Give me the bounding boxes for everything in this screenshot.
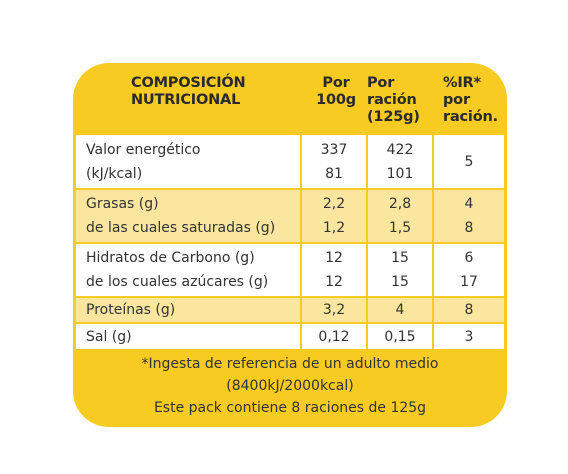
- value-line: 6: [464, 250, 474, 266]
- row-label: Sal (g): [76, 324, 300, 349]
- value-line: 1,5: [388, 220, 412, 236]
- header-ir-line: ración.: [443, 109, 498, 125]
- label-line: Sal (g): [86, 328, 132, 345]
- row-label: Valor energético (kJ/kcal): [76, 135, 300, 188]
- value-line: 2,2: [322, 196, 346, 212]
- value-per-100g: 0,12: [302, 324, 366, 349]
- value-per-serving: 2,8 1,5: [368, 190, 432, 242]
- value-per-100g: 3,2: [302, 298, 366, 322]
- value-ir: 4 8: [434, 190, 504, 242]
- value-line: 17: [460, 274, 478, 290]
- label-line: de las cuales saturadas (g): [86, 220, 276, 236]
- value-line: 4: [464, 196, 474, 212]
- value-line: 422: [386, 141, 414, 158]
- value-line: 0,12: [318, 328, 350, 345]
- table-row-carbs: Hidratos de Carbono (g) de los cuales az…: [76, 244, 504, 296]
- value-line: 8: [464, 220, 474, 236]
- value-ir: 5: [434, 135, 504, 188]
- header-composition: COMPOSICIÓN NUTRICIONAL: [131, 75, 246, 109]
- label-line: Valor energético: [86, 141, 201, 158]
- value-per-100g: 337 81: [302, 135, 366, 188]
- footnote-pack-servings: Este pack contiene 8 raciones de 125g: [153, 400, 427, 416]
- value-line: 15: [391, 274, 409, 290]
- value-per-100g: 12 12: [302, 244, 366, 296]
- header-composition-line: NUTRICIONAL: [131, 92, 241, 108]
- value-line: 5: [464, 153, 474, 170]
- row-label: Grasas (g) de las cuales saturadas (g): [76, 190, 300, 242]
- value-per-serving: 4: [368, 298, 432, 322]
- value-line: 8: [464, 302, 474, 318]
- label-line: de los cuales azúcares (g): [86, 274, 269, 290]
- header-per-100g-line: 100g: [316, 92, 356, 108]
- label-line: Grasas (g): [86, 196, 159, 212]
- header-per-serving-line: Por: [367, 75, 395, 91]
- header-per-serving: Por ración (125g): [367, 75, 423, 126]
- value-line: 12: [325, 250, 343, 266]
- table-row-energy: Valor energético (kJ/kcal) 337 81 422 10…: [76, 135, 504, 188]
- value-line: 15: [391, 250, 409, 266]
- table-row-fats: Grasas (g) de las cuales saturadas (g) 2…: [76, 190, 504, 242]
- value-line: 4: [395, 302, 405, 318]
- row-label: Proteínas (g): [76, 298, 300, 322]
- value-line: 337: [320, 141, 348, 158]
- label-line: (kJ/kcal): [86, 165, 143, 182]
- label-line: Hidratos de Carbono (g): [86, 250, 255, 266]
- value-per-serving: 422 101: [368, 135, 432, 188]
- value-line: 2,8: [388, 196, 412, 212]
- label-line: Proteínas (g): [86, 302, 176, 318]
- header-ir-line: %IR*: [443, 75, 481, 91]
- value-per-serving: 0,15: [368, 324, 432, 349]
- value-ir: 3: [434, 324, 504, 349]
- header-per-serving-line: ración: [367, 92, 417, 108]
- value-per-100g: 2,2 1,2: [302, 190, 366, 242]
- header-ir: %IR* por ración.: [443, 75, 498, 126]
- footnote-reference-intake: *Ingesta de referencia de un adulto medi…: [141, 356, 439, 372]
- footnote-energy-basis: (8400kJ/2000kcal): [226, 378, 354, 394]
- header-ir-line: por: [443, 92, 470, 108]
- value-line: 3: [464, 328, 474, 345]
- value-ir: 6 17: [434, 244, 504, 296]
- nutrition-label-card: COMPOSICIÓN NUTRICIONAL Por 100g Por rac…: [73, 63, 507, 427]
- value-line: 81: [325, 165, 343, 182]
- value-per-serving: 15 15: [368, 244, 432, 296]
- value-line: 101: [386, 165, 414, 182]
- header-per-serving-line: (125g): [367, 109, 420, 125]
- table-row-proteins: Proteínas (g) 3,2 4 8: [76, 298, 504, 322]
- header-per-100g: Por 100g: [315, 75, 357, 109]
- value-ir: 8: [434, 298, 504, 322]
- table-row-salt: Sal (g) 0,12 0,15 3: [76, 324, 504, 349]
- header-composition-line: COMPOSICIÓN: [131, 75, 246, 91]
- value-line: 12: [325, 274, 343, 290]
- value-line: 3,2: [322, 302, 346, 318]
- value-line: 1,2: [322, 220, 346, 236]
- value-line: 0,15: [384, 328, 416, 345]
- header-per-100g-line: Por: [322, 75, 350, 91]
- row-label: Hidratos de Carbono (g) de los cuales az…: [76, 244, 300, 296]
